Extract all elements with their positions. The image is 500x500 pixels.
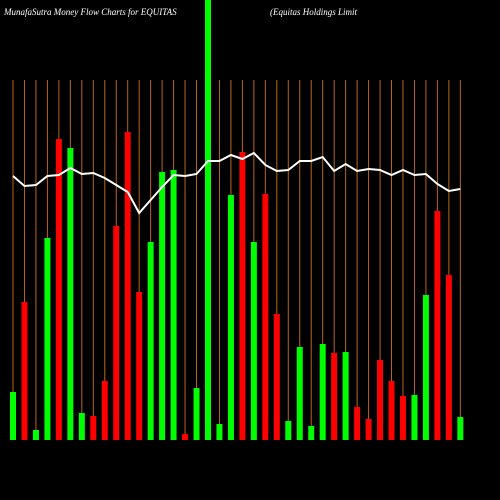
bar bbox=[434, 211, 441, 440]
bar bbox=[331, 353, 338, 440]
bar bbox=[170, 170, 177, 440]
bar bbox=[377, 360, 384, 440]
bar bbox=[250, 242, 257, 440]
bar bbox=[78, 413, 85, 440]
bar bbox=[285, 421, 292, 440]
bar bbox=[388, 381, 395, 440]
bar bbox=[32, 430, 39, 440]
bar bbox=[44, 238, 51, 440]
chart-title: MunafaSutra Money Flow Charts for EQUITA… bbox=[3, 7, 177, 17]
bar bbox=[113, 226, 120, 440]
bar bbox=[67, 148, 74, 440]
bar bbox=[182, 434, 189, 440]
bar bbox=[159, 172, 166, 440]
bar bbox=[342, 352, 349, 440]
bar bbox=[422, 295, 429, 440]
bar bbox=[101, 381, 108, 440]
bar bbox=[319, 344, 326, 440]
bar bbox=[445, 275, 452, 440]
chart-subtitle: (Equitas Holdings Limit bbox=[270, 7, 358, 17]
bar bbox=[273, 314, 280, 440]
bar bbox=[296, 347, 303, 440]
bar bbox=[124, 132, 131, 440]
bar bbox=[262, 194, 269, 440]
bar bbox=[204, 0, 211, 440]
bar bbox=[365, 419, 372, 440]
bar bbox=[308, 426, 315, 440]
bar bbox=[193, 388, 200, 440]
bar bbox=[354, 407, 361, 440]
bar bbox=[411, 395, 418, 440]
bar bbox=[10, 392, 16, 440]
bar bbox=[399, 396, 406, 440]
bar bbox=[457, 417, 464, 440]
bar bbox=[55, 139, 62, 440]
bar bbox=[216, 424, 223, 440]
money-flow-line bbox=[12, 151, 461, 215]
bar bbox=[136, 292, 143, 440]
bar bbox=[239, 152, 246, 440]
bar bbox=[147, 242, 154, 440]
bar bbox=[227, 195, 234, 440]
bar bbox=[90, 416, 97, 440]
bar bbox=[21, 302, 28, 440]
